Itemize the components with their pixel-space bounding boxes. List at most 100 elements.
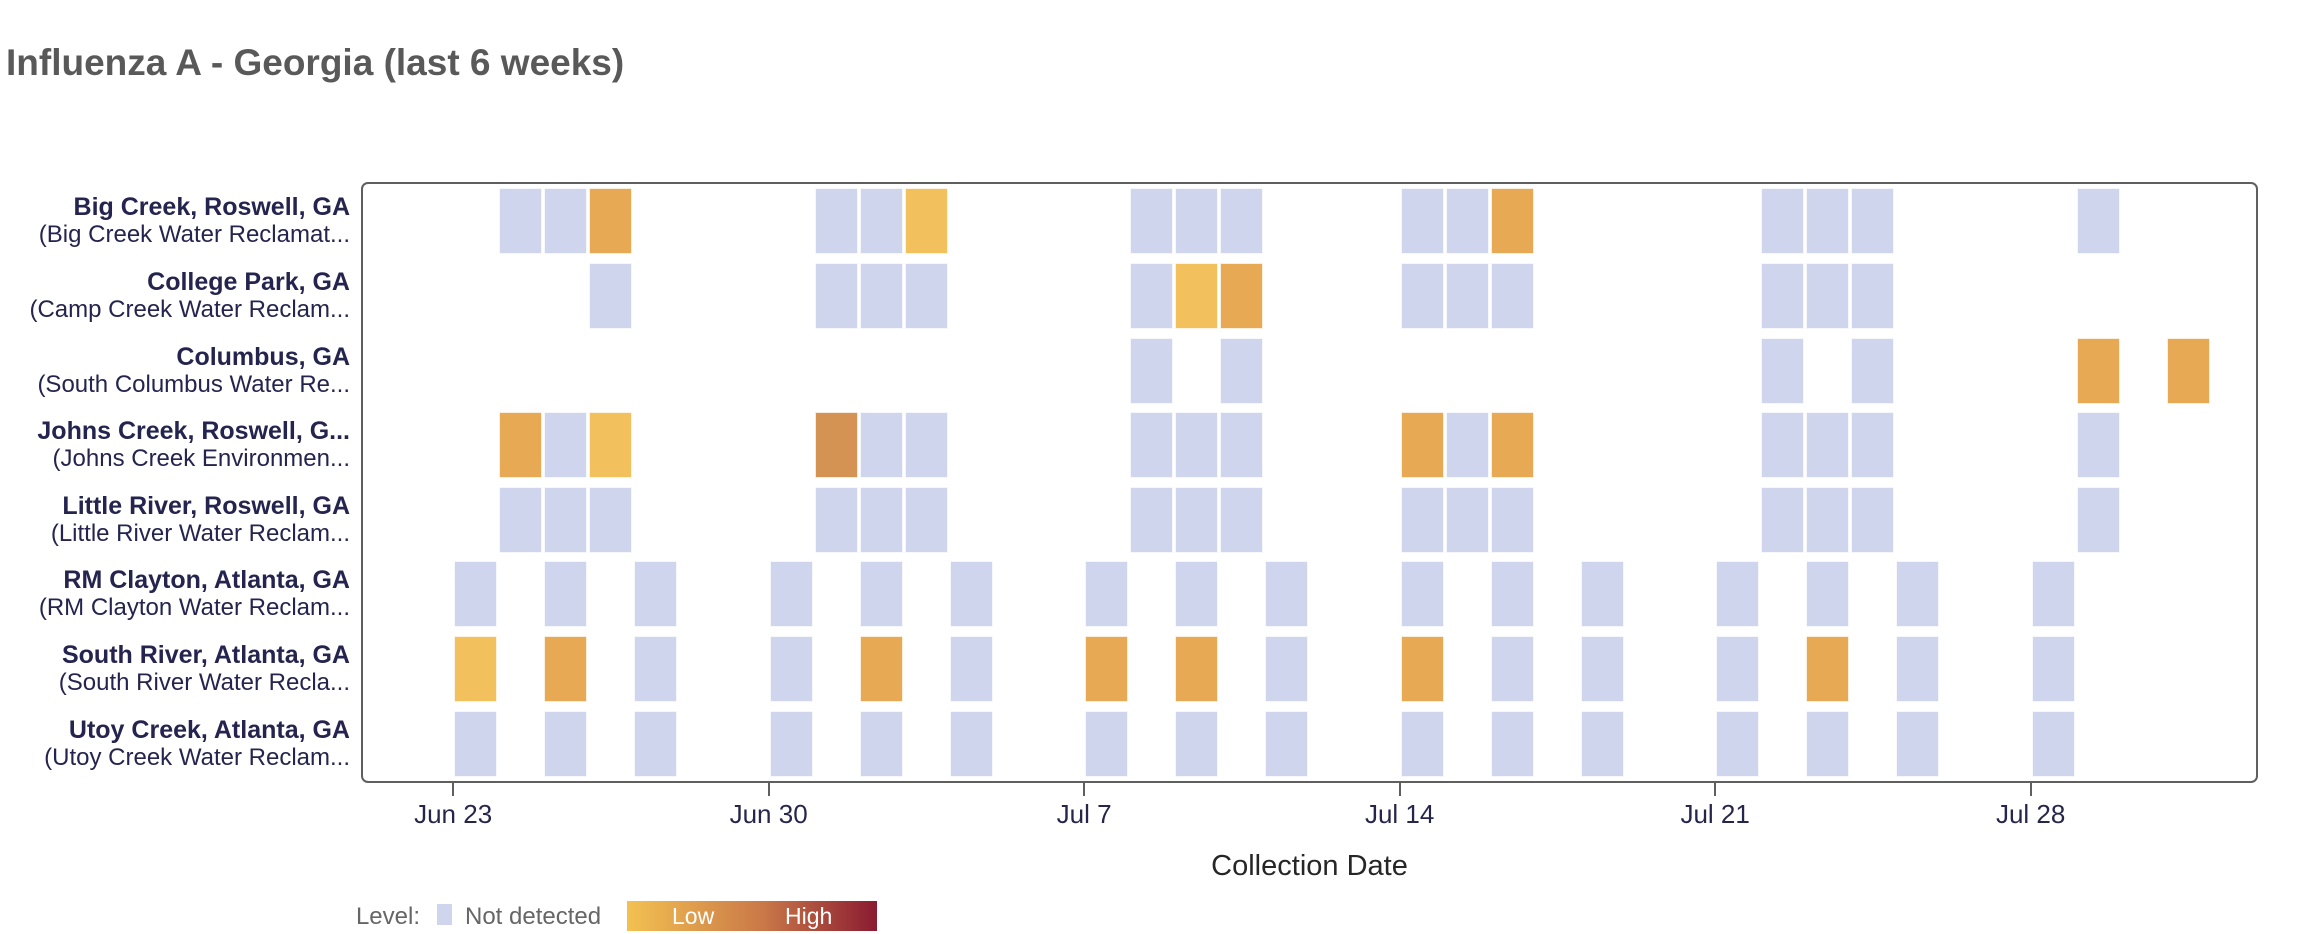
heatmap-cell[interactable] (1130, 262, 1174, 329)
heatmap-cell[interactable] (454, 561, 498, 628)
heatmap-cell[interactable] (1490, 412, 1534, 479)
heatmap-cell[interactable] (1400, 262, 1444, 329)
heatmap-cell[interactable] (544, 486, 588, 553)
heatmap-cell[interactable] (1490, 636, 1534, 703)
heatmap-cell[interactable] (2076, 486, 2120, 553)
heatmap-cell[interactable] (949, 636, 993, 703)
heatmap-cell[interactable] (1851, 262, 1895, 329)
heatmap-cell[interactable] (2166, 337, 2210, 404)
heatmap-cell[interactable] (544, 412, 588, 479)
heatmap-cell[interactable] (1716, 710, 1760, 777)
heatmap-cell[interactable] (1445, 486, 1489, 553)
heatmap-cell[interactable] (949, 561, 993, 628)
heatmap-cell[interactable] (1175, 412, 1219, 479)
heatmap-cell[interactable] (769, 636, 813, 703)
heatmap-cell[interactable] (1490, 262, 1534, 329)
heatmap-cell[interactable] (1445, 188, 1489, 255)
heatmap-cell[interactable] (634, 636, 678, 703)
heatmap-cell[interactable] (769, 561, 813, 628)
heatmap-cell[interactable] (814, 486, 858, 553)
heatmap-cell[interactable] (814, 262, 858, 329)
heatmap-cell[interactable] (1851, 188, 1895, 255)
heatmap-cell[interactable] (1445, 262, 1489, 329)
heatmap-cell[interactable] (1265, 636, 1309, 703)
heatmap-cell[interactable] (1806, 710, 1850, 777)
heatmap-cell[interactable] (2031, 710, 2075, 777)
heatmap-cell[interactable] (1896, 561, 1940, 628)
heatmap-cell[interactable] (634, 710, 678, 777)
heatmap-cell[interactable] (1490, 561, 1534, 628)
heatmap-cell[interactable] (1085, 636, 1129, 703)
heatmap-cell[interactable] (1220, 486, 1264, 553)
heatmap-cell[interactable] (634, 561, 678, 628)
heatmap-cell[interactable] (1851, 412, 1895, 479)
heatmap-cell[interactable] (589, 486, 633, 553)
heatmap-cell[interactable] (1490, 486, 1534, 553)
heatmap-cell[interactable] (454, 636, 498, 703)
heatmap-cell[interactable] (1400, 486, 1444, 553)
heatmap-cell[interactable] (454, 710, 498, 777)
heatmap-cell[interactable] (1761, 337, 1805, 404)
heatmap-cell[interactable] (544, 561, 588, 628)
heatmap-cell[interactable] (1490, 188, 1534, 255)
heatmap-cell[interactable] (769, 710, 813, 777)
heatmap-cell[interactable] (1716, 636, 1760, 703)
heatmap-cell[interactable] (1130, 337, 1174, 404)
heatmap-cell[interactable] (1896, 636, 1940, 703)
heatmap-cell[interactable] (1851, 337, 1895, 404)
heatmap-cell[interactable] (1220, 262, 1264, 329)
heatmap-cell[interactable] (1806, 262, 1850, 329)
heatmap-cell[interactable] (1400, 412, 1444, 479)
heatmap-cell[interactable] (1806, 486, 1850, 553)
heatmap-cell[interactable] (1220, 188, 1264, 255)
heatmap-cell[interactable] (859, 262, 903, 329)
heatmap-cell[interactable] (1761, 188, 1805, 255)
heatmap-cell[interactable] (859, 561, 903, 628)
heatmap-cell[interactable] (904, 486, 948, 553)
heatmap-cell[interactable] (1580, 710, 1624, 777)
heatmap-cell[interactable] (589, 188, 633, 255)
heatmap-cell[interactable] (1400, 561, 1444, 628)
heatmap-cell[interactable] (2031, 636, 2075, 703)
heatmap-cell[interactable] (1265, 561, 1309, 628)
heatmap-cell[interactable] (1175, 188, 1219, 255)
heatmap-cell[interactable] (1580, 561, 1624, 628)
heatmap-cell[interactable] (1806, 636, 1850, 703)
heatmap-cell[interactable] (904, 412, 948, 479)
heatmap-cell[interactable] (544, 188, 588, 255)
heatmap-cell[interactable] (2031, 561, 2075, 628)
heatmap-cell[interactable] (814, 188, 858, 255)
heatmap-cell[interactable] (1265, 710, 1309, 777)
heatmap-cell[interactable] (859, 486, 903, 553)
heatmap-cell[interactable] (1761, 486, 1805, 553)
heatmap-cell[interactable] (1851, 486, 1895, 553)
heatmap-cell[interactable] (1130, 188, 1174, 255)
heatmap-cell[interactable] (859, 412, 903, 479)
heatmap-cell[interactable] (1175, 486, 1219, 553)
heatmap-cell[interactable] (1175, 262, 1219, 329)
heatmap-cell[interactable] (1806, 188, 1850, 255)
heatmap-cell[interactable] (1716, 561, 1760, 628)
heatmap-cell[interactable] (544, 710, 588, 777)
heatmap-cell[interactable] (1806, 561, 1850, 628)
heatmap-cell[interactable] (1580, 636, 1624, 703)
heatmap-cell[interactable] (1761, 262, 1805, 329)
heatmap-cell[interactable] (1400, 188, 1444, 255)
heatmap-cell[interactable] (544, 636, 588, 703)
heatmap-cell[interactable] (859, 188, 903, 255)
heatmap-cell[interactable] (1761, 412, 1805, 479)
heatmap-cell[interactable] (949, 710, 993, 777)
heatmap-cell[interactable] (1400, 636, 1444, 703)
heatmap-cell[interactable] (1490, 710, 1534, 777)
heatmap-cell[interactable] (1220, 337, 1264, 404)
heatmap-cell[interactable] (589, 262, 633, 329)
heatmap-cell[interactable] (589, 412, 633, 479)
heatmap-cell[interactable] (1806, 412, 1850, 479)
heatmap-cell[interactable] (1175, 561, 1219, 628)
heatmap-cell[interactable] (1085, 710, 1129, 777)
heatmap-cell[interactable] (1175, 636, 1219, 703)
heatmap-cell[interactable] (904, 188, 948, 255)
heatmap-cell[interactable] (859, 710, 903, 777)
heatmap-cell[interactable] (1130, 486, 1174, 553)
heatmap-cell[interactable] (499, 412, 543, 479)
